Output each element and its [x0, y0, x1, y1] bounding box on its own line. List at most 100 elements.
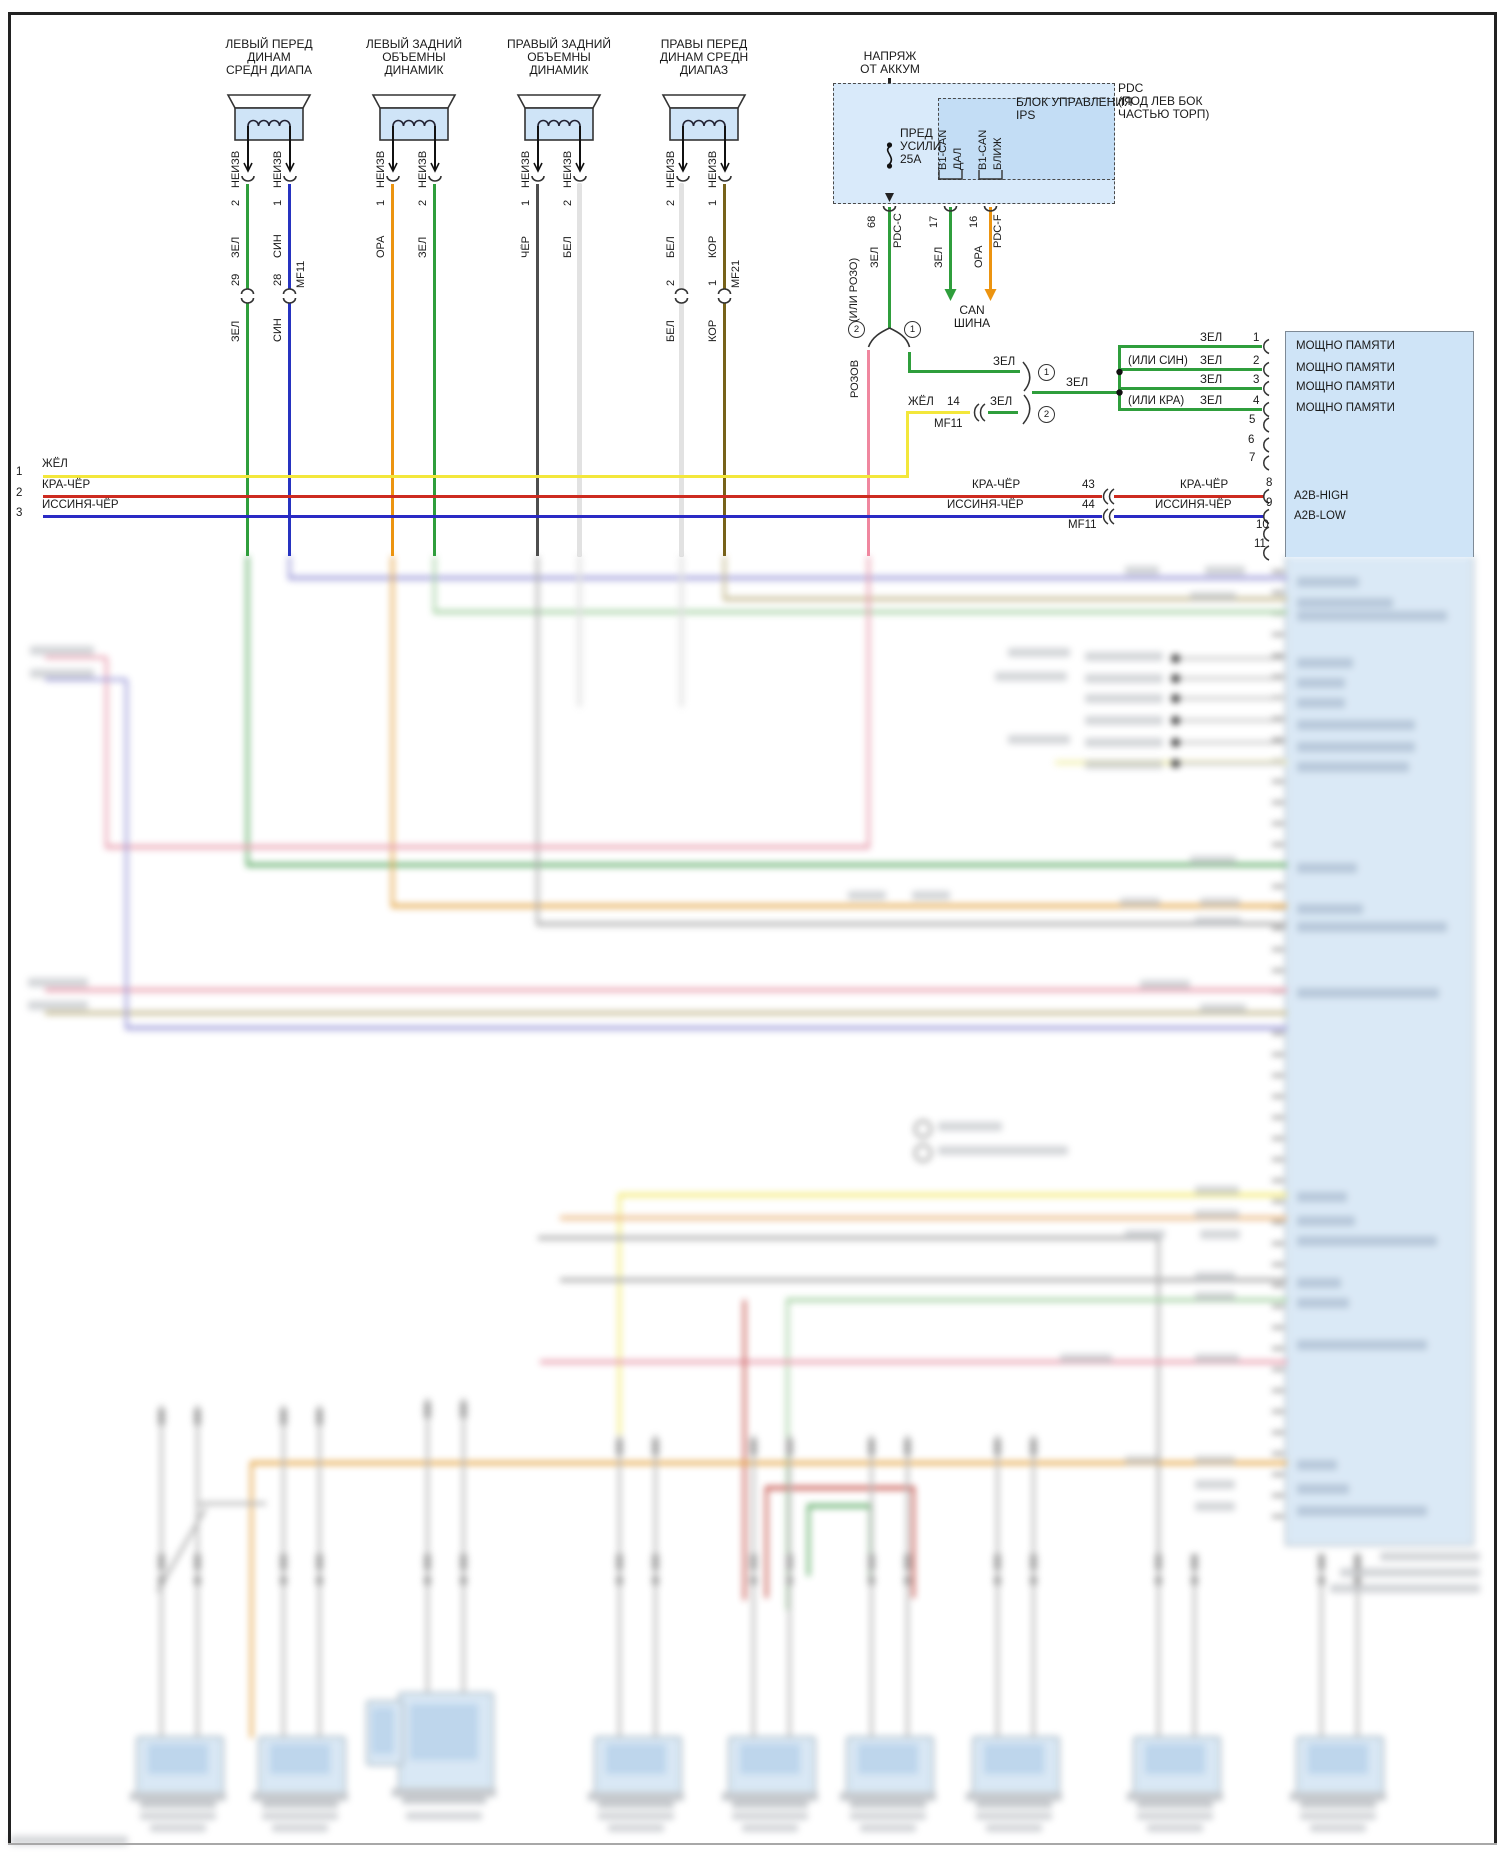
wire-right-rear-white	[578, 184, 581, 556]
bus2-num: 2	[16, 487, 23, 499]
blurred-decor	[868, 1439, 875, 1455]
blurred-decor	[140, 1812, 216, 1820]
blurred-decor	[1030, 1439, 1037, 1455]
blurred-decor	[1354, 1576, 1361, 1585]
blurred-decor	[732, 1812, 808, 1820]
a2b-high-num: 43	[1082, 479, 1095, 491]
sp1-l-color: ЗЕЛ	[230, 236, 242, 258]
sp1-r-color: СИН	[272, 234, 284, 258]
sp3-l-color: ЧЁР	[520, 235, 532, 258]
blurred-decor	[652, 1554, 659, 1570]
blurred-decor	[1297, 988, 1439, 998]
blurred-decor	[994, 1439, 1001, 1455]
sp4-r-pin: 1	[707, 199, 719, 206]
wire-break	[676, 289, 688, 303]
blurred-decor	[652, 1576, 659, 1585]
blurred-decor	[391, 904, 1287, 908]
blurred-decor	[750, 1576, 757, 1585]
blurred-decor	[1272, 801, 1284, 804]
blurred-decor	[1272, 1053, 1284, 1056]
blurred-decor	[282, 1405, 285, 1736]
blurred-decor	[732, 1801, 808, 1808]
blurred-decor	[1157, 1560, 1160, 1736]
blurred-decor	[318, 1405, 321, 1736]
blurred-decor	[280, 1554, 287, 1570]
pin6: 6	[1248, 434, 1255, 446]
blurred-decor	[10, 1836, 128, 1845]
blurred-decor	[1008, 735, 1070, 744]
blurred-decor	[1085, 674, 1163, 683]
blurred-decor	[1330, 1584, 1480, 1593]
blurred-decor	[433, 556, 436, 613]
blurred-decor	[1297, 1506, 1427, 1516]
pdc-c-name: PDC-C	[892, 213, 904, 248]
blurred-decor	[850, 1801, 926, 1808]
pin10: 10	[1256, 519, 1269, 531]
blurred-decor	[140, 1801, 216, 1808]
blurred-decor	[1272, 780, 1284, 783]
blurred-decor	[1297, 1192, 1347, 1202]
blurred-decor	[966, 1792, 1062, 1801]
row2-color: ЗЕЛ	[1200, 355, 1223, 367]
frame-top	[8, 12, 1497, 15]
blurred-decor	[860, 1824, 916, 1832]
blurred-decor	[904, 1554, 911, 1570]
wire-right-front-white	[680, 184, 683, 556]
blurred-decor	[1180, 762, 1284, 765]
blurred-decor	[538, 1236, 1157, 1240]
blurred-decor	[45, 1011, 1287, 1015]
sp1-l-num: 29	[230, 273, 242, 286]
blurred-decor	[1195, 1480, 1235, 1489]
blurred-decor	[1356, 1560, 1359, 1736]
blurred-decor	[45, 656, 107, 659]
blurred-decor	[148, 1744, 208, 1774]
sp2-r-pin: 2	[417, 199, 429, 206]
blurred-decor	[1155, 1554, 1162, 1570]
row3-pin: 3	[1253, 374, 1260, 386]
blurred-decor	[1272, 885, 1284, 888]
blurred-decor	[1272, 1221, 1284, 1224]
blurred-decor	[1272, 1389, 1284, 1392]
a2b-low-right: ИССИНЯ-ЧЁР	[1155, 499, 1232, 511]
ips-title: БЛОК УПРАВЛЕНИЯ IPS	[1016, 95, 1133, 122]
blurred-decor	[976, 1801, 1052, 1808]
blurred-decor	[1272, 1263, 1284, 1266]
a2b-high-left: КРА-ЧЁР	[972, 479, 1021, 491]
blurred-decor	[912, 891, 950, 900]
frame-right	[1494, 12, 1497, 1845]
blurred-decor	[1190, 856, 1236, 865]
sp2-l-unknown: НЕИЗВ	[375, 150, 387, 188]
blurred-decor	[1272, 927, 1284, 930]
blurred-decor	[1340, 1568, 1480, 1577]
blurred-decor	[30, 669, 94, 678]
blurred-decor	[1272, 675, 1284, 678]
row3-label: МОЩНО ПАМЯТИ	[1296, 381, 1395, 393]
blurred-decor	[598, 1812, 674, 1820]
pink-wire	[867, 350, 870, 556]
a2b-low-pin: 9	[1266, 497, 1273, 509]
battery-supply-label: НАПРЯЖ ОТ АККУМ	[860, 49, 920, 76]
blurred-decor	[807, 1504, 872, 1508]
blurred-decor	[1085, 716, 1163, 725]
row1-pin: 1	[1253, 332, 1260, 344]
blurred-decor	[1272, 1242, 1284, 1245]
blurred-decor	[1297, 577, 1359, 587]
blurred-decor	[1171, 738, 1180, 747]
blurred-decor	[743, 1300, 746, 1600]
blurred-decor	[1171, 759, 1180, 768]
speaker3-title: ПРАВЫЙ ЗАДНИЙ ОБЪЕМНЫ ДИНАМИК	[506, 37, 612, 77]
blurred-decor	[1272, 822, 1284, 825]
green-in-label: ЗЕЛ	[993, 356, 1016, 368]
rozov-label: РОЗОВ	[849, 359, 861, 398]
blurred-decor	[406, 1812, 482, 1820]
bus1-num: 1	[16, 466, 23, 478]
blurred-decor	[1200, 898, 1240, 907]
blurred-decor	[616, 1439, 623, 1455]
pin16: 16	[968, 215, 980, 228]
sp1-r-below: СИН	[272, 318, 284, 342]
sp3-l-unknown: НЕИЗВ	[520, 150, 532, 188]
blurred-decor	[158, 1554, 165, 1570]
a2b-low-label: A2B-LOW	[1294, 510, 1346, 522]
